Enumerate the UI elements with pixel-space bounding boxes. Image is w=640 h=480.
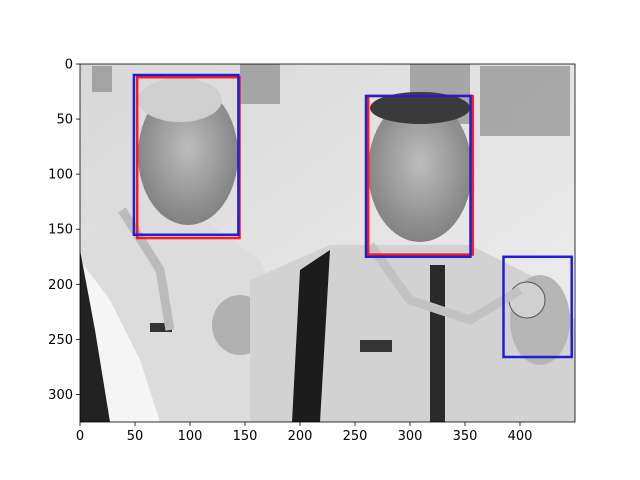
y-axis: 0 50 100 150 200 250 300 <box>48 58 80 403</box>
y-tick-label: 300 <box>48 388 73 403</box>
x-axis: 0 50 100 150 200 250 300 350 400 <box>76 422 533 444</box>
bbox-face-2-blue <box>364 94 472 259</box>
y-tick-label: 0 <box>65 58 73 73</box>
x-tick-label: 350 <box>453 429 478 444</box>
x-tick-label: 50 <box>127 429 144 444</box>
y-tick-label: 250 <box>48 333 73 348</box>
bbox-face-1-blue <box>132 73 240 236</box>
photo <box>80 64 575 422</box>
x-tick-label: 100 <box>178 429 203 444</box>
y-tick-label: 50 <box>56 113 73 128</box>
bounding-boxes <box>132 73 573 359</box>
axes-frame <box>79 63 576 423</box>
bbox-medal-blue <box>502 255 573 359</box>
y-tick-label: 100 <box>48 168 73 183</box>
x-tick-label: 250 <box>343 429 368 444</box>
y-tick-label: 150 <box>48 223 73 238</box>
x-tick-label: 200 <box>288 429 313 444</box>
x-tick-label: 300 <box>398 429 423 444</box>
x-tick-label: 150 <box>233 429 258 444</box>
x-tick-label: 400 <box>508 429 533 444</box>
x-tick-label: 0 <box>76 429 84 444</box>
y-tick-label: 200 <box>48 278 73 293</box>
